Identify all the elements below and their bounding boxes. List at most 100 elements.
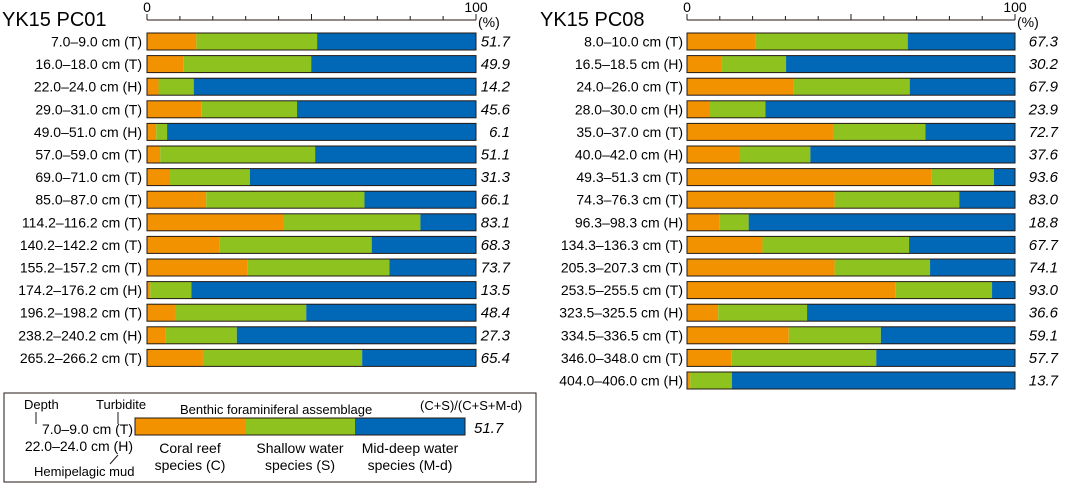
row-label: 196.2–198.2 cm (T) xyxy=(20,305,142,321)
bar-segment-coral xyxy=(147,33,197,50)
bar-segment-shallow xyxy=(731,349,877,367)
ratio-value: 49.9 xyxy=(481,56,511,73)
panel-title: YK15 PC01 xyxy=(2,9,107,31)
ratio-value: 30.2 xyxy=(1029,56,1059,73)
row-label: 29.0–31.0 cm (T) xyxy=(35,101,142,117)
bar-segment-middeep xyxy=(371,236,476,254)
x-axis-unit: (%) xyxy=(478,14,500,30)
x-tick-label-max: 100 xyxy=(464,0,488,15)
ratio-value: 45.6 xyxy=(481,101,511,118)
ratio-value: 57.7 xyxy=(1029,350,1059,367)
bar-segment-middeep xyxy=(167,123,476,141)
bar-segment-coral xyxy=(687,259,835,276)
bar-frame xyxy=(146,258,477,277)
panel-2: YK15 PC08 0 100(%) 8.0–10.0 cm (T) 67.3 16.5–… xyxy=(540,0,1059,390)
bar-segment-middeep xyxy=(925,123,1015,141)
bar-frame xyxy=(146,168,477,187)
ratio-value: 23.9 xyxy=(1028,101,1059,118)
legend-middeep-swatch xyxy=(355,418,465,435)
bar-segment-shallow xyxy=(832,123,926,141)
ratio-value: 51.1 xyxy=(481,147,510,164)
legend-example-ratio: 51.7 xyxy=(474,420,504,437)
ratio-value: 48.4 xyxy=(481,305,510,322)
bar-segment-coral xyxy=(147,326,166,344)
bar-frame xyxy=(686,190,1016,209)
row-label: 238.2–240.2 cm (H) xyxy=(18,327,142,343)
bar-segment-coral xyxy=(147,213,284,231)
row-label: 323.5–325.5 cm (H) xyxy=(559,305,683,321)
bar-segment-middeep xyxy=(765,100,1015,118)
bar-segment-coral xyxy=(147,123,157,141)
panel-1: YK15 PC01 0 100(%) 7.0–9.0 cm (T) 51.7 16.0–1… xyxy=(2,0,511,367)
row-label: 253.5–255.5 cm (T) xyxy=(561,282,683,298)
bar-segment-middeep xyxy=(249,168,476,186)
bar-segment-middeep xyxy=(786,55,1015,73)
bar-frame xyxy=(686,168,1016,187)
bar-frame xyxy=(146,122,477,141)
row-label: 28.0–30.0 cm (H) xyxy=(575,101,683,117)
x-axis-unit: (%) xyxy=(1017,14,1039,30)
row-label: 49.3–51.3 cm (T) xyxy=(576,169,683,185)
bar-segment-shallow xyxy=(196,33,318,50)
ratio-value: 66.1 xyxy=(481,192,510,209)
bar-frame xyxy=(146,145,477,164)
bar-segment-shallow xyxy=(739,146,811,163)
bar-segment-coral xyxy=(687,236,763,254)
bar-segment-shallow xyxy=(201,100,298,118)
legend-coral-line2: species (C) xyxy=(155,457,226,473)
panel-title: YK15 PC08 xyxy=(540,9,645,31)
row-label: 265.2–266.2 cm (T) xyxy=(20,350,142,366)
bar-segment-coral xyxy=(147,236,220,254)
bar-segment-shallow xyxy=(718,304,808,322)
bar-segment-shallow xyxy=(219,236,372,254)
ratio-value: 51.7 xyxy=(481,34,511,51)
bar-segment-middeep xyxy=(311,55,476,73)
bar-frame xyxy=(146,100,477,119)
bar-segment-coral xyxy=(147,304,175,322)
bar-segment-coral xyxy=(687,100,710,118)
bar-segment-coral xyxy=(687,213,720,231)
bar-frame xyxy=(146,326,477,345)
legend-coral-line1: Coral reef xyxy=(159,440,221,456)
bar-segment-shallow xyxy=(156,123,168,141)
bar-segment-coral xyxy=(687,304,719,322)
bar-segment-coral xyxy=(687,123,833,141)
bar-segment-coral xyxy=(687,191,835,209)
legend-box: Depth Turbidite Benthic foraminiferal as… xyxy=(3,392,537,483)
bar-segment-shallow xyxy=(719,213,749,231)
legend-hemipelagic-leader xyxy=(109,454,119,465)
bar-frame xyxy=(146,55,477,74)
legend-coral-swatch xyxy=(135,418,245,435)
bar-frame xyxy=(686,235,1016,254)
row-label: 8.0–10.0 cm (T) xyxy=(584,34,683,50)
bar-segment-middeep xyxy=(420,213,476,231)
bar-segment-middeep xyxy=(994,168,1015,186)
bar-segment-coral xyxy=(147,100,202,118)
ratio-value: 67.7 xyxy=(1029,237,1059,254)
bar-segment-middeep xyxy=(315,146,476,163)
bar-segment-shallow xyxy=(709,100,766,118)
bar-segment-coral xyxy=(147,146,161,163)
bar-segment-middeep xyxy=(364,191,476,209)
bar-frame xyxy=(686,326,1016,345)
row-label: 334.5–336.5 cm (T) xyxy=(561,327,683,343)
ratio-value: 59.1 xyxy=(1029,327,1058,344)
bar-frame xyxy=(686,281,1016,300)
row-label: 40.0–42.0 cm (H) xyxy=(575,147,683,163)
row-label: 174.2–176.2 cm (H) xyxy=(18,282,142,298)
ratio-value: 67.3 xyxy=(1029,34,1059,51)
row-label: 69.0–71.0 cm (T) xyxy=(35,169,142,185)
bar-segment-shallow xyxy=(247,259,390,276)
row-label: 35.0–37.0 cm (T) xyxy=(576,124,683,140)
ratio-value: 6.1 xyxy=(489,124,510,141)
bar-segment-middeep xyxy=(748,213,1015,231)
bar-segment-shallow xyxy=(202,349,363,367)
row-label: 346.0–348.0 cm (T) xyxy=(561,350,683,366)
legend-middeep-line2: species (M-d) xyxy=(368,457,453,473)
bar-segment-coral xyxy=(147,78,159,96)
bar-frame xyxy=(146,348,477,367)
bar-segment-middeep xyxy=(807,304,1015,322)
bar-segment-shallow xyxy=(762,236,910,254)
bar-frame xyxy=(686,122,1016,141)
